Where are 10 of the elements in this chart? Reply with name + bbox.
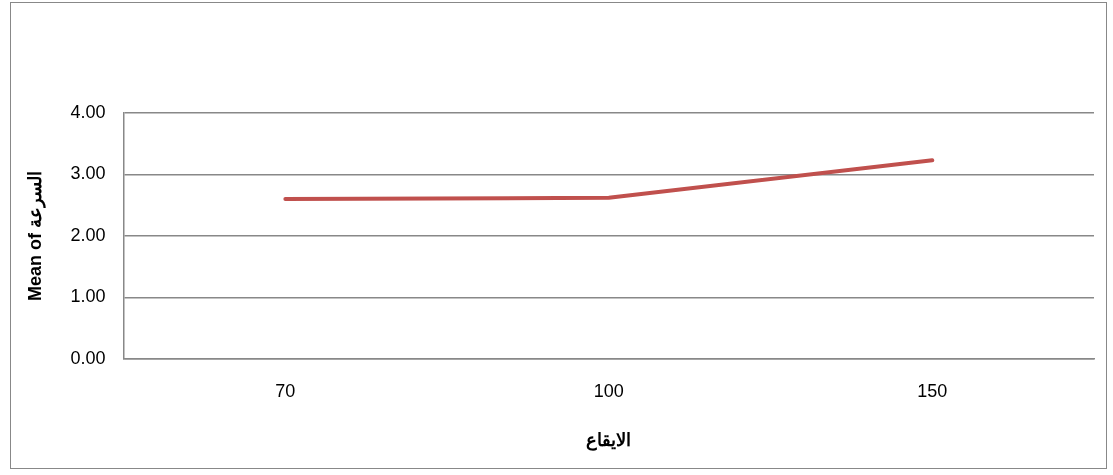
y-tick-label: 2.00 <box>70 224 106 245</box>
y-tick-label: 4.00 <box>70 101 106 122</box>
x-tick-label: 70 <box>275 380 296 401</box>
x-tick-label: 100 <box>593 380 624 401</box>
y-tick-label: 3.00 <box>70 163 106 184</box>
x-tick-label: 150 <box>917 380 948 401</box>
y-tick-label: 0.00 <box>70 347 106 368</box>
y-axis-title: Mean of السرعة <box>24 170 46 301</box>
x-axis-title: الايقاع <box>586 430 632 452</box>
y-tick-label: 1.00 <box>70 286 106 307</box>
